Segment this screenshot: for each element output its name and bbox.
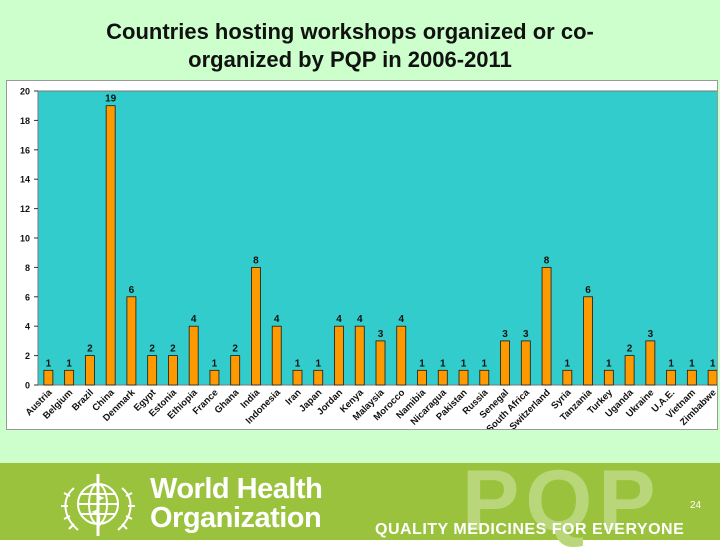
data-label: 8	[544, 255, 550, 266]
bar	[645, 340, 656, 386]
bar	[168, 355, 178, 386]
bar	[603, 369, 614, 386]
data-label: 4	[336, 314, 342, 325]
y-tick-label: 10	[20, 234, 30, 244]
y-tick-label: 20	[20, 87, 30, 97]
bar	[583, 296, 593, 386]
bar	[500, 340, 510, 386]
y-tick-label: 18	[20, 116, 30, 126]
data-label: 1	[482, 358, 488, 369]
data-label: 1	[710, 358, 716, 369]
data-label: 3	[378, 329, 384, 340]
bar	[313, 369, 324, 386]
data-label: 6	[129, 285, 135, 296]
data-label: 1	[565, 358, 571, 369]
bar	[562, 369, 573, 386]
footer-tagline: QUALITY MEDICINES FOR EVERYONE	[375, 521, 685, 538]
data-label: 1	[440, 358, 446, 369]
data-label: 2	[170, 344, 176, 355]
y-tick-label: 6	[25, 292, 30, 302]
bar	[541, 266, 552, 386]
data-label: 1	[461, 358, 467, 369]
bar	[437, 369, 448, 386]
category-label: Brazil	[70, 387, 96, 413]
category-label: Ghana	[213, 387, 242, 416]
bar	[64, 369, 75, 386]
data-label: 1	[606, 358, 612, 369]
data-label: 3	[523, 329, 529, 340]
bar	[686, 369, 697, 386]
data-label: 2	[149, 344, 155, 355]
data-label: 2	[627, 344, 633, 355]
bar	[147, 355, 158, 386]
data-label: 1	[212, 358, 218, 369]
page-number: 24	[690, 500, 702, 511]
data-label: 3	[648, 329, 654, 340]
data-label: 1	[419, 358, 425, 369]
bar	[479, 369, 490, 386]
bar	[354, 325, 365, 386]
y-tick-label: 4	[25, 322, 30, 332]
bar	[251, 266, 261, 386]
data-label: 4	[357, 314, 363, 325]
data-label: 1	[668, 358, 674, 369]
bar	[334, 325, 344, 386]
bar	[375, 340, 386, 386]
bar	[84, 355, 95, 386]
y-tick-label: 16	[20, 145, 30, 155]
slide-content-area: Countries hosting workshops organized or…	[0, 0, 720, 463]
y-tick-label: 2	[25, 351, 30, 361]
who-emblem-icon	[61, 474, 135, 536]
data-label: 8	[253, 255, 259, 266]
data-label: 1	[315, 358, 321, 369]
data-label: 4	[191, 314, 197, 325]
data-label: 1	[66, 358, 72, 369]
data-label: 1	[46, 358, 52, 369]
bar	[396, 325, 407, 386]
bar	[707, 369, 717, 386]
bar	[520, 340, 531, 386]
y-tick-label: 0	[25, 381, 30, 391]
bar	[624, 355, 635, 386]
bar	[292, 369, 303, 386]
bar	[105, 105, 116, 386]
y-tick-label: 14	[20, 175, 30, 185]
pqp-watermark: PQP	[462, 453, 662, 549]
data-label: 3	[502, 329, 508, 340]
data-label: 6	[585, 285, 591, 296]
bar	[458, 369, 469, 386]
plot-area	[37, 90, 717, 386]
data-label: 1	[295, 358, 301, 369]
y-tick-label: 8	[25, 263, 30, 273]
org-name-line1: World Health	[150, 473, 323, 505]
slide-title: Countries hosting workshops organized or…	[106, 19, 594, 72]
bar	[188, 325, 199, 386]
data-label: 19	[105, 94, 117, 105]
bar	[271, 325, 282, 386]
bar	[43, 369, 54, 386]
data-label: 4	[274, 314, 280, 325]
chart-frame: 0 2 4 6 8 10 12 14 16 18 20 1 Austria 1 Belgium 2 Brazil…	[6, 80, 718, 430]
data-label: 2	[232, 344, 238, 355]
data-label: 4	[398, 314, 404, 325]
bar	[230, 355, 241, 386]
bar	[126, 296, 137, 386]
bar	[666, 369, 677, 386]
org-name-line2: Organization	[150, 502, 322, 534]
data-label: 2	[87, 344, 93, 355]
bar	[209, 369, 220, 386]
y-tick-label: 12	[20, 204, 30, 214]
data-label: 1	[689, 358, 695, 369]
bar	[417, 369, 427, 386]
bar-chart: 024681012141618201Austria1Belgium2Brazil…	[20, 87, 717, 429]
